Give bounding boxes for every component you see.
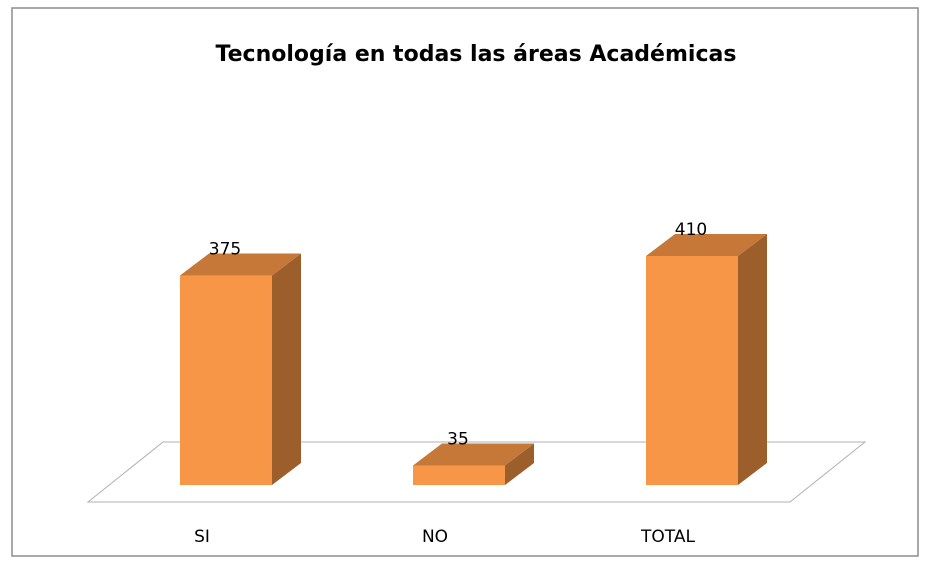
x-tick-label: SI: [194, 527, 210, 547]
bar-side: [738, 234, 767, 485]
bar: [180, 275, 272, 485]
x-tick-label: TOTAL: [640, 527, 695, 547]
bar-top: [646, 234, 767, 256]
chart-title: Tecnología en todas las áreas Académicas: [216, 42, 737, 67]
bar: [646, 256, 738, 485]
value-label: 410: [675, 220, 707, 240]
bar-top: [180, 253, 301, 276]
bar-side: [505, 443, 534, 485]
value-label: 35: [447, 429, 469, 449]
bar-side: [272, 253, 301, 485]
bar: [413, 465, 505, 485]
value-label: 375: [209, 240, 241, 260]
bar-top: [413, 443, 534, 466]
x-tick-label: NO: [422, 527, 448, 547]
